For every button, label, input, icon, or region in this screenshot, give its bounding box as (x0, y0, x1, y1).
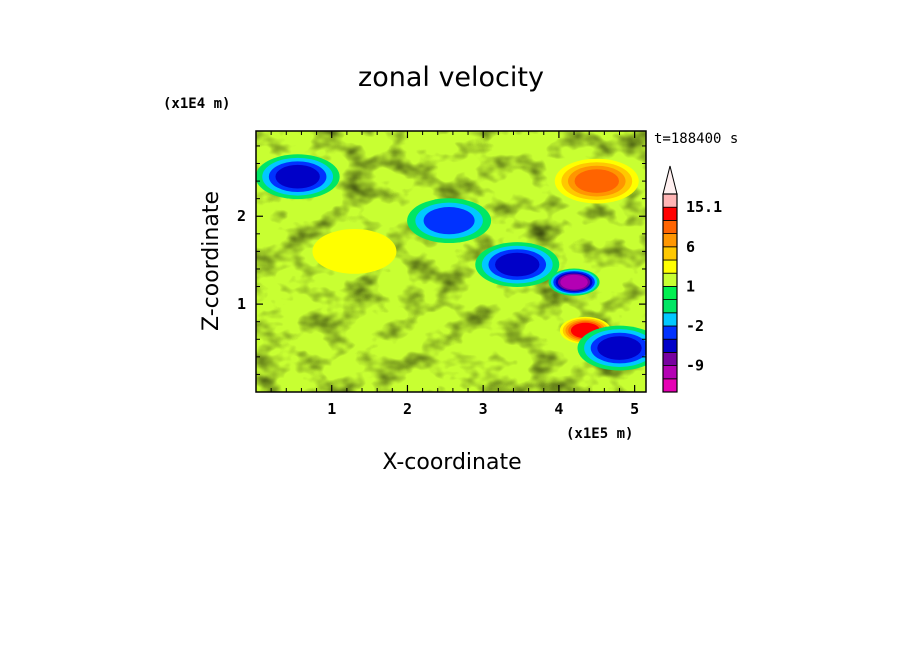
colorbar-band-1 (662, 365, 678, 380)
x-axis-multiplier: (x1E5 m) (566, 426, 633, 442)
contour-cell-7-3 (597, 336, 642, 360)
colorbar-frame (662, 193, 678, 393)
colorbar-label-1: 6 (686, 238, 695, 256)
plot-frame (255, 130, 647, 393)
x-tick-label-1: 1 (327, 400, 336, 418)
colorbar-band-5 (662, 312, 678, 327)
colorbar-band-2 (662, 351, 678, 366)
colorbar-band-4 (662, 325, 678, 340)
colorbar: 15.1 6 1 -2 -9 (662, 165, 722, 393)
x-tick-label-3: 3 (479, 400, 488, 418)
colorbar-band-9 (662, 259, 678, 274)
colorbar-band-7 (662, 285, 678, 300)
x-axis-label: X-coordinate (382, 450, 521, 475)
colorbar-label-2: 1 (686, 277, 695, 295)
colorbar-extend-max (662, 165, 678, 195)
y-tick-label-1: 1 (237, 295, 246, 313)
x-tick-label-5: 5 (630, 400, 639, 418)
contour-cell-4-5 (560, 274, 588, 290)
chart-title: zonal velocity (358, 62, 544, 93)
colorbar-band-8 (662, 272, 678, 287)
axis-ticks: 1 2 3 4 5 1 2 (237, 131, 646, 418)
time-label: t=188400 s (654, 131, 738, 147)
colorbar-band-11 (662, 233, 678, 248)
colorbar-band-10 (662, 246, 678, 261)
contour-cell-2-2 (423, 207, 475, 235)
y-tick-label-2: 2 (237, 207, 246, 225)
x-tick-label-2: 2 (403, 400, 412, 418)
contour-cell-0-3 (275, 164, 320, 189)
x-tick-label-4: 4 (554, 400, 563, 418)
y-axis-label: Z-coordinate (199, 191, 224, 331)
colorbar-label-4: -9 (686, 357, 704, 375)
colorbar-band-12 (662, 219, 678, 234)
colorbar-band-14 (662, 193, 678, 208)
contour-cell-1-0 (312, 228, 397, 274)
contour-cell-6-3 (574, 169, 619, 193)
colorbar-label-3: -2 (686, 317, 704, 335)
y-axis-multiplier: (x1E4 m) (163, 96, 230, 112)
colorbar-band-0 (662, 378, 678, 393)
colorbar-band-13 (662, 206, 678, 221)
contour-cell-3-3 (495, 252, 540, 277)
colorbar-band-3 (662, 338, 678, 353)
colorbar-band-6 (662, 299, 678, 314)
contour-field (256, 131, 646, 392)
colorbar-label-0: 15.1 (686, 198, 722, 216)
